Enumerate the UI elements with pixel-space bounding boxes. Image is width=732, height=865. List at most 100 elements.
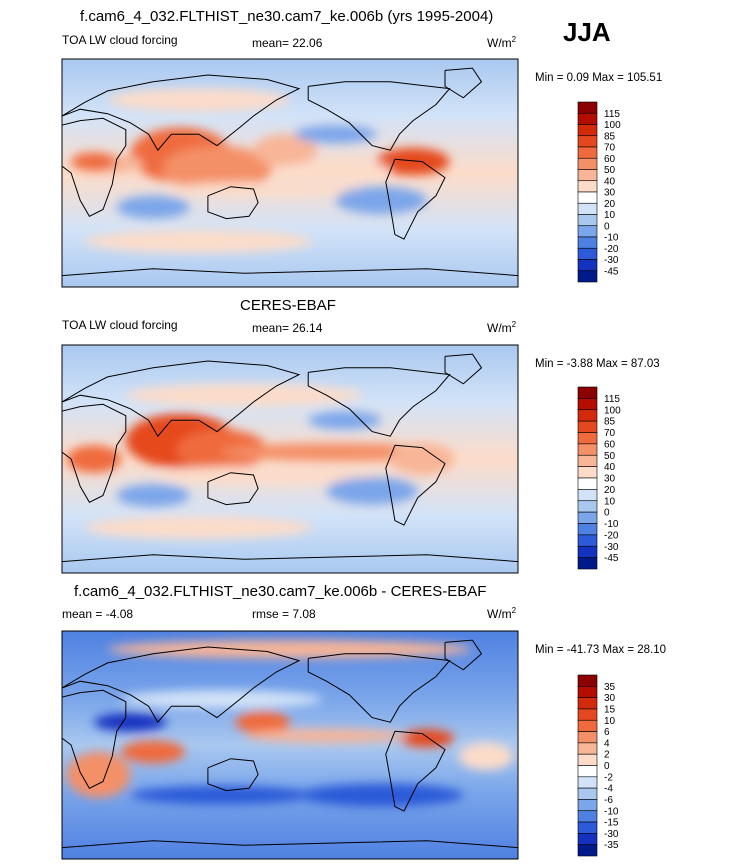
colorbar-tick-label: 20: [604, 485, 616, 496]
coastline: [62, 74, 301, 152]
map-panel-2: [61, 344, 519, 574]
map-panel-1: [61, 58, 519, 288]
field-contour-region: [376, 147, 450, 176]
colorbar-swatch: [577, 477, 598, 490]
colorbar-tick-label: 35: [604, 682, 616, 693]
field-contour-region: [166, 182, 368, 196]
colorbar-tick-label: 15: [604, 704, 616, 715]
colorbar-tick-label: 50: [604, 451, 616, 462]
colorbar-tick-label: 40: [604, 462, 616, 473]
colorbar-swatch: [577, 236, 598, 249]
panel-1-variable-label: TOA LW cloud forcing: [62, 33, 178, 47]
coastline: [444, 67, 483, 99]
colorbar-tick-label: 10: [604, 210, 616, 221]
colorbar-tick-label: 85: [604, 417, 616, 428]
colorbar-swatch: [577, 135, 598, 148]
colorbar-swatch: [577, 225, 598, 238]
panel-3-units: W/m2: [487, 606, 517, 621]
colorbar-tick-label: -10: [604, 806, 619, 817]
field-contour-region: [162, 145, 272, 192]
colorbar-swatch: [577, 534, 598, 547]
coastline: [444, 639, 483, 671]
panel-3-rmse-label: rmse = 7.08: [252, 607, 316, 621]
coastline: [307, 367, 451, 437]
colorbar-swatch: [577, 101, 598, 114]
colorbar-tick-label: -20: [604, 530, 619, 541]
field-contour-region: [326, 477, 418, 505]
field-contour-region: [125, 383, 363, 407]
colorbar-swatch: [577, 247, 598, 260]
colorbar-swatch: [577, 708, 598, 721]
colorbar-tick-label: 0: [604, 221, 610, 232]
map-frame: [61, 344, 519, 574]
colorbar-tick-label: -10: [604, 233, 619, 244]
field-contour-region: [84, 230, 313, 253]
colorbar-tick-label: 10: [604, 496, 616, 507]
colorbar-swatch: [577, 719, 598, 732]
colorbar-swatch: [577, 844, 598, 857]
colorbar-swatch: [577, 511, 598, 524]
colorbar-swatch: [577, 112, 598, 125]
colorbar-swatch: [577, 398, 598, 411]
colorbar-swatch: [577, 799, 598, 812]
field-contour-region: [66, 445, 122, 473]
panel-3-title: f.cam6_4_032.FLTHIST_ne30.cam7_ke.006b -…: [74, 583, 487, 600]
panel-1-minmax: Min = 0.09 Max = 105.51: [535, 72, 663, 84]
colorbar-swatch: [577, 545, 598, 558]
colorbar-swatch: [577, 765, 598, 778]
colorbar-tick-label: 115: [604, 394, 620, 405]
field-contour-region: [176, 429, 268, 471]
colorbar-tick-label: -30: [604, 255, 619, 266]
coastline: [62, 117, 127, 217]
colorbar-tick-label: 6: [604, 727, 610, 738]
colorbar-tick-label: 100: [604, 120, 621, 131]
colorbar-tick-label: 70: [604, 428, 616, 439]
colorbar-tick-label: 70: [604, 143, 616, 154]
colorbar-swatch: [577, 557, 598, 570]
panel-2-minmax: Min = -3.88 Max = 87.03: [535, 358, 660, 370]
field-contour-region: [107, 88, 290, 112]
season-label: JJA: [563, 17, 611, 47]
colorbar-swatch: [577, 787, 598, 800]
coastline: [307, 653, 451, 723]
field-contour-region: [116, 484, 190, 507]
coastlines: [62, 639, 518, 849]
panel-1-units: W/m2: [487, 35, 517, 50]
colorbar-tick-label: -15: [604, 818, 619, 829]
colorbar-tick-label: 60: [604, 154, 616, 165]
colorbar-swatch: [577, 169, 598, 182]
colorbar-tick-label: 2: [604, 750, 610, 761]
colorbar-swatch: [577, 157, 598, 170]
colorbar-swatch: [577, 674, 598, 687]
panel-2-variable-label: TOA LW cloud forcing: [62, 318, 178, 332]
colorbar-swatch: [577, 466, 598, 479]
coastline: [62, 840, 518, 849]
field-contour-region: [244, 729, 409, 743]
colorbar-tick-label: -35: [604, 840, 619, 851]
panel-1-mean-label: mean= 22.06: [252, 36, 323, 50]
colorbar-tick-label: 0: [604, 761, 610, 772]
field-contour-region: [235, 710, 290, 734]
panel-2-units: W/m2: [487, 320, 517, 335]
colorbar-tick-label: 60: [604, 439, 616, 450]
colorbar-swatch: [577, 180, 598, 193]
colorbar-swatch: [577, 409, 598, 422]
colorbar-swatch: [577, 523, 598, 536]
colorbar-tick-label: 85: [604, 131, 616, 142]
field-contour-region: [280, 161, 391, 176]
colorbar-swatch: [577, 742, 598, 755]
colorbar-swatch: [577, 214, 598, 227]
field-contour-region: [390, 443, 455, 475]
colorbar-swatch: [577, 420, 598, 433]
map-panel-3: [61, 630, 519, 860]
colorbar-tick-label: 4: [604, 738, 610, 749]
colorbar-tick-label: 0: [604, 508, 610, 519]
coastlines: [62, 67, 518, 277]
coastline: [444, 353, 483, 385]
colorbar-swatch: [577, 833, 598, 845]
map-frame: [61, 630, 519, 860]
field-contour-region: [253, 134, 318, 167]
colorbar-swatch: [577, 821, 598, 834]
